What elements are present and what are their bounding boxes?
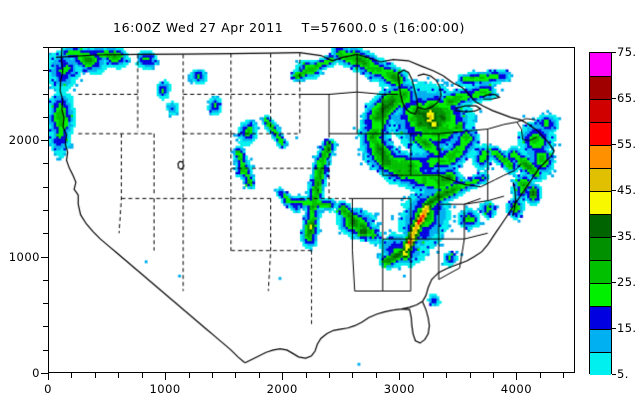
colorbar-band-divider [590, 306, 611, 307]
x-tick [71, 373, 72, 378]
colorbar-tick [612, 328, 616, 329]
x-tick [142, 373, 143, 378]
x-tick [399, 373, 400, 380]
colorbar-band [590, 329, 611, 353]
colorbar-band-divider [590, 214, 611, 215]
x-tick [282, 373, 283, 380]
y-tick [43, 163, 48, 164]
colorbar-tick-label: 45. [617, 183, 637, 197]
y-tick-label: 0 [32, 366, 40, 380]
colorbar-band [590, 283, 611, 307]
colorbar-band-divider [590, 168, 611, 169]
y-tick-label: 2000 [8, 133, 40, 148]
y-tick [41, 373, 48, 374]
x-tick [516, 373, 517, 380]
colorbar-tick-label: 65. [617, 91, 637, 105]
colorbar-band [590, 260, 611, 284]
colorbar-tick [612, 374, 616, 375]
y-tick [43, 233, 48, 234]
x-tick [352, 373, 353, 378]
map-boundaries-layer [49, 48, 574, 372]
colorbar-tick [612, 236, 616, 237]
y-tick [43, 303, 48, 304]
colorbar[interactable] [589, 52, 612, 376]
colorbar-tick-label: 25. [617, 275, 637, 289]
colorbar-band [590, 214, 611, 238]
y-tick [43, 117, 48, 118]
colorbar-band-divider [590, 237, 611, 238]
colorbar-band [590, 306, 611, 330]
y-tick [43, 187, 48, 188]
y-tick [43, 210, 48, 211]
x-tick [95, 373, 96, 378]
colorbar-tick-label: 35. [617, 229, 637, 243]
colorbar-tick-label: 55. [617, 137, 637, 151]
colorbar-band [590, 168, 611, 192]
colorbar-tick-label: 75. [617, 45, 637, 59]
x-tick-label: 4000 [500, 382, 533, 396]
colorbar-tick [612, 52, 616, 53]
x-tick [540, 373, 541, 378]
y-tick [43, 280, 48, 281]
x-tick-label: 1000 [149, 382, 181, 396]
colorbar-tick-label: 15. [617, 321, 637, 335]
x-tick [48, 373, 49, 380]
colorbar-band [590, 99, 611, 123]
colorbar-band [590, 191, 611, 215]
x-tick [259, 373, 260, 378]
colorbar-band-divider [590, 76, 611, 77]
colorbar-tick [612, 282, 616, 283]
colorbar-band-divider [590, 145, 611, 146]
colorbar-band-divider [590, 260, 611, 261]
colorbar-tick-label: 5. [617, 367, 629, 381]
x-tick [376, 373, 377, 378]
x-tick [329, 373, 330, 378]
y-tick [43, 94, 48, 95]
y-tick [43, 47, 48, 48]
x-tick [235, 373, 236, 378]
y-tick [43, 70, 48, 71]
x-tick [470, 373, 471, 378]
x-tick [446, 373, 447, 378]
chart-title: 16:00Z Wed 27 Apr 2011 T=57600.0 s (16:0… [113, 20, 465, 35]
colorbar-band-divider [590, 329, 611, 330]
y-tick-label: 1000 [8, 249, 40, 264]
y-tick [41, 257, 48, 258]
colorbar-band [590, 122, 611, 146]
y-tick [43, 326, 48, 327]
colorbar-band-divider [590, 352, 611, 353]
x-tick [165, 373, 166, 380]
colorbar-band [590, 145, 611, 169]
colorbar-band [590, 76, 611, 100]
colorbar-tick [612, 98, 616, 99]
x-tick [493, 373, 494, 378]
x-tick [423, 373, 424, 378]
colorbar-band-divider [590, 122, 611, 123]
colorbar-band-divider [590, 191, 611, 192]
x-tick [212, 373, 213, 378]
colorbar-tick [612, 190, 616, 191]
x-tick [118, 373, 119, 378]
x-tick [189, 373, 190, 378]
colorbar-band [590, 237, 611, 261]
x-tick-label: 3000 [383, 382, 415, 396]
y-tick [43, 350, 48, 351]
colorbar-band [590, 352, 611, 376]
colorbar-band-divider [590, 99, 611, 100]
colorbar-band [590, 53, 611, 77]
plot-area[interactable] [48, 47, 575, 373]
x-tick [306, 373, 307, 378]
y-tick [41, 140, 48, 141]
colorbar-tick [612, 144, 616, 145]
x-tick [563, 373, 564, 378]
colorbar-band-divider [590, 283, 611, 284]
x-tick-label: 2000 [266, 382, 298, 396]
x-tick-label: 0 [44, 382, 52, 396]
